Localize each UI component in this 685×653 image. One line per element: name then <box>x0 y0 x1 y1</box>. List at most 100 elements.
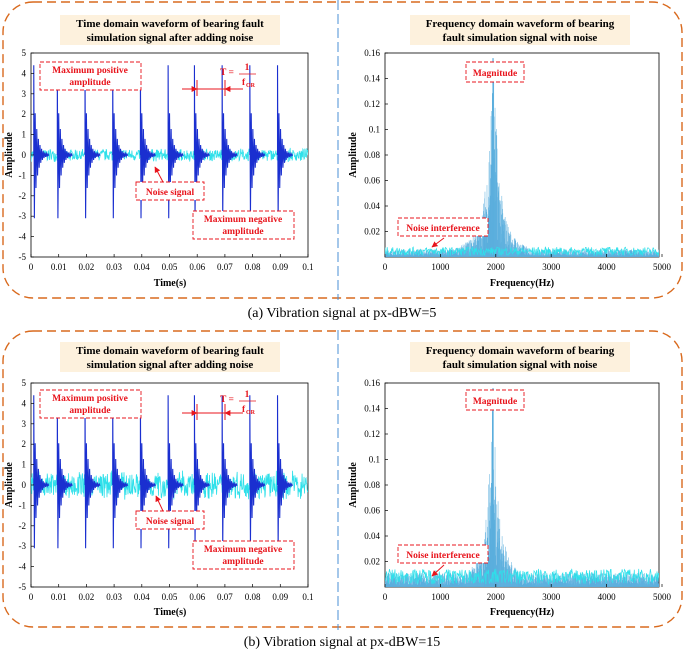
b-time-chart: Time domain waveform of bearing fault si… <box>4 342 314 618</box>
b-impulse-3 <box>84 395 101 549</box>
a-time-xlabel: Time(s) <box>154 278 187 289</box>
b-period-num: 1 <box>245 390 250 400</box>
b-freq-xlabel: Frequency(Hz) <box>490 607 554 618</box>
a-time-xtick-label: 0.08 <box>245 262 261 272</box>
b-freq-xtick-label: 2000 <box>487 592 506 602</box>
b-time-impulse-trace <box>33 395 294 549</box>
b-time-xtick-label: 0.04 <box>134 592 150 602</box>
a-impulse-9 <box>249 65 266 219</box>
a-anno-noise-interf-label: Noise interference <box>406 224 479 234</box>
a-time-ytick-label: 0 <box>22 150 27 160</box>
a-freq-ytick-label: 0.14 <box>364 74 380 84</box>
b-time-title-line1: Time domain waveform of bearing fault <box>76 345 264 357</box>
b-period-marker: T = 1 f OR <box>182 390 256 420</box>
b-anno-noise-interf-box <box>397 544 489 564</box>
b-period-den: f <box>242 405 246 415</box>
a-time-title-box <box>60 15 280 45</box>
a-freq-ylabel: Amplitude <box>348 132 359 178</box>
panel-b-frame <box>2 330 683 628</box>
a-time-ytick-label: 2 <box>22 109 27 119</box>
a-freq-ytick-label: 0.04 <box>364 201 380 211</box>
a-time-ytick-label: -5 <box>19 252 27 262</box>
b-anno-max-pos-box <box>39 389 142 419</box>
a-freq-title-line1: Frequency domain waveform of bearing <box>426 18 615 30</box>
a-time-ytick-label: 5 <box>22 48 27 58</box>
b-anno-noise-box <box>135 510 205 530</box>
b-freq-xtick-label: 5000 <box>653 592 672 602</box>
b-impulse-10 <box>276 395 294 549</box>
a-impulse-3 <box>84 65 101 219</box>
b-freq-ytick-label: 0.16 <box>364 378 380 388</box>
a-freq-ticks: 0 1000 2000 3000 4000 5000 0.16 0.14 0.12 0.1 0.08… <box>364 48 671 272</box>
b-time-ytick-label: 5 <box>22 378 27 388</box>
b-freq-title-line2: fault simulation signal with noise <box>443 359 598 371</box>
b-time-ytick-label: 4 <box>22 398 27 408</box>
b-time-ytick-label: -1 <box>19 500 27 510</box>
a-freq-ytick-label: 0.12 <box>364 99 380 109</box>
a-anno-max-pos-box <box>39 61 142 91</box>
a-anno-noise-box <box>135 181 205 201</box>
b-freq-chart: Frequency domain waveform of bearing fau… <box>348 342 672 618</box>
b-time-ytick-label: -2 <box>19 521 27 531</box>
b-anno-max-neg-box <box>192 540 295 570</box>
a-impulse-8 <box>221 65 238 219</box>
b-time-ticks: 0 0.01 0.02 0.03 0.04 0.05 0.06 0.07 0.08 0.09 0.1… <box>19 378 314 602</box>
panel-a-frame <box>2 1 683 299</box>
b-anno-max-neg-line2: amplitude <box>222 557 263 567</box>
b-freq-ytick-label: 0.12 <box>364 429 380 439</box>
a-time-ticks: 0 0.01 0.02 0.03 0.04 0.05 0.06 0.07 0.08 0.09 0.1… <box>19 48 314 272</box>
a-freq-title-box <box>410 15 630 45</box>
b-freq-ytick-label: 0.02 <box>364 557 380 567</box>
panel-a: Time domain waveform of bearing fault si… <box>2 0 683 321</box>
b-caption: (b) Vibration signal at px-dBW=15 <box>244 635 441 650</box>
b-freq-ytick-label: 0.04 <box>364 531 380 541</box>
a-time-xtick-label: 0.03 <box>106 262 122 272</box>
a-time-xtick-label: 0.1 <box>302 262 313 272</box>
a-anno-noise-interf-arrow <box>431 237 445 248</box>
b-time-title-line2: simulation signal after adding noise <box>87 359 254 371</box>
b-freq-ytick-label: 0.14 <box>364 404 380 414</box>
a-freq-chart: Frequency domain waveform of bearing fau… <box>348 15 672 289</box>
b-impulse-1 <box>33 395 50 549</box>
b-freq-ticks: 0 1000 2000 3000 4000 5000 0.16 0.14 0.12 0.1 0.08… <box>364 378 671 602</box>
a-anno-max-neg-line1: Maximum negative <box>204 215 282 225</box>
a-time-ylabel: Amplitude <box>4 132 15 178</box>
a-time-title-line1: Time domain waveform of bearing fault <box>76 18 264 30</box>
b-anno-max-neg-line1: Maximum negative <box>204 545 282 555</box>
b-time-xtick-label: 0.03 <box>106 592 122 602</box>
a-period-num: 1 <box>245 63 250 73</box>
a-time-ytick-label: -4 <box>19 232 27 242</box>
a-period-den: f <box>242 78 246 88</box>
b-anno-noise-interf-arrow <box>431 564 445 577</box>
a-anno-noise-interf-box <box>397 217 489 237</box>
b-freq-ylabel: Amplitude <box>348 462 359 508</box>
a-freq-xtick-label: 0 <box>383 262 388 272</box>
b-impulse-6 <box>167 395 184 549</box>
a-impulse-5 <box>139 65 156 219</box>
a-time-ytick-label: -1 <box>19 170 27 180</box>
a-freq-ytick-label: 0.06 <box>364 176 380 186</box>
b-anno-max-pos-line2: amplitude <box>69 406 110 416</box>
a-caption: (a) Vibration signal at px-dBW=5 <box>248 306 437 321</box>
a-time-xtick-label: 0.04 <box>134 262 150 272</box>
b-time-xtick-label: 0.1 <box>302 592 313 602</box>
b-time-ytick-label: -5 <box>19 582 27 592</box>
a-time-chart: Time domain waveform of bearing fault si… <box>4 15 314 289</box>
b-time-ytick-label: 0 <box>22 480 27 490</box>
a-time-ytick-label: 1 <box>22 130 27 140</box>
a-anno-noise-arrow <box>154 166 164 183</box>
a-anno-magnitude-label: Magnitude <box>473 69 517 79</box>
b-time-title-box <box>60 342 280 372</box>
a-freq-xlabel: Frequency(Hz) <box>490 278 554 289</box>
a-freq-xtick-label: 1000 <box>431 262 450 272</box>
b-freq-noise-trace <box>385 568 659 586</box>
b-impulse-9 <box>249 395 266 549</box>
b-freq-ytick-label: 0.1 <box>369 455 380 465</box>
b-anno-noise-label: Noise signal <box>146 517 195 527</box>
b-impulse-4 <box>112 395 129 549</box>
a-anno-magnitude-box <box>465 61 525 83</box>
panel-b: Time domain waveform of bearing fault si… <box>2 330 683 650</box>
b-time-xtick-label: 0.09 <box>272 592 288 602</box>
a-impulse-4 <box>112 65 129 219</box>
a-time-ytick-label: -3 <box>19 211 27 221</box>
